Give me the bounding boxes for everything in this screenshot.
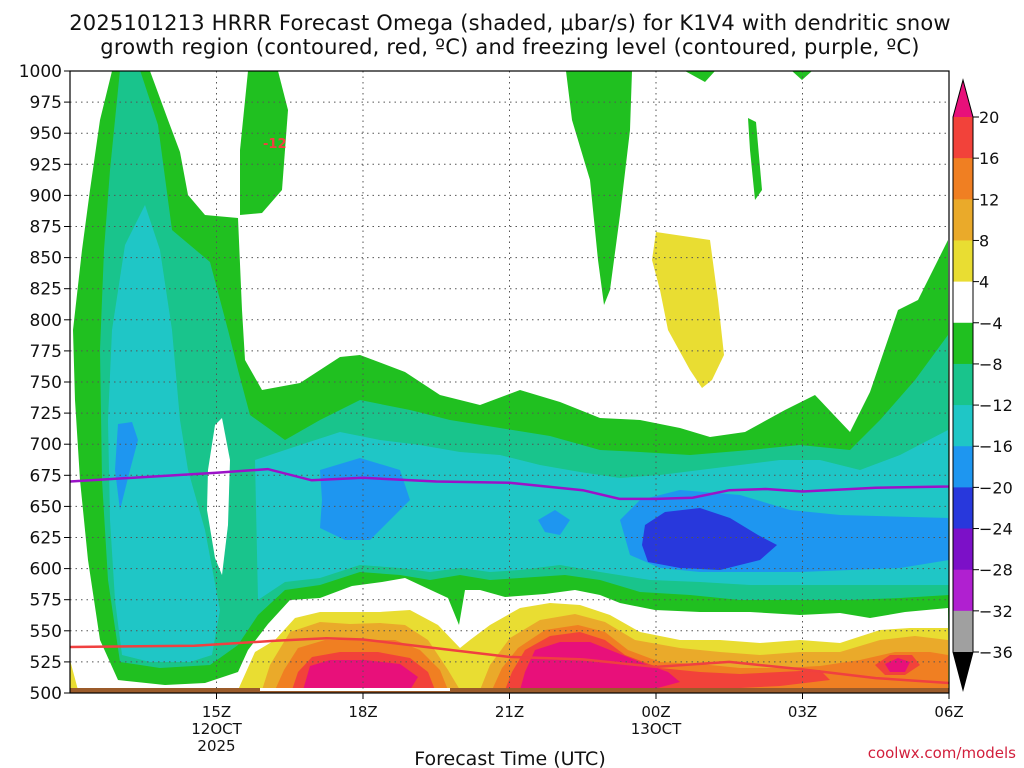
colorbar-tick-label: −28 (979, 561, 1013, 580)
colorbar-tick-label: −20 (979, 478, 1013, 497)
chart-title-line1: 2025101213 HRRR Forecast Omega (shaded, … (69, 11, 951, 35)
colorbar-tick-label: −12 (979, 396, 1013, 415)
grid-lines (70, 71, 949, 693)
colorbar-bin (953, 117, 973, 159)
colorbar-tick-label: −4 (979, 314, 1003, 333)
omega-region-gap (207, 418, 230, 575)
colorbar: 20 16 12 8 4 −4 −8 −12 −16 −20 −24 −28 −32 −36 (952, 78, 1013, 692)
colorbar-bin (953, 80, 973, 118)
y-tick-label: 1000 (19, 62, 62, 82)
colorbar-tick-label: 12 (979, 190, 999, 209)
y-tick-label: 725 (30, 404, 62, 424)
colorbar-bin (953, 158, 973, 200)
colorbar-bin (953, 652, 973, 690)
y-tick-label: 500 (30, 684, 62, 704)
colorbar-tick-label: −32 (979, 602, 1013, 621)
colorbar-bin (953, 240, 973, 283)
omega-region-upper-spike (566, 71, 632, 305)
contour-label-minus12: -12 (263, 137, 287, 152)
x-tick-label: 21Z (495, 703, 524, 721)
colorbar-bin (953, 281, 973, 324)
y-axis-pressure: 500 525 550 575 600 625 650 675 700 725 750 775 800 8… (19, 62, 70, 704)
x-tick-label: 15Z (202, 703, 231, 721)
omega-region-weak-descent-upper (652, 232, 724, 388)
x-tick-label: 18Z (348, 703, 377, 721)
x-tick-label: 00Z (641, 703, 670, 721)
colorbar-bin (953, 322, 973, 365)
colorbar-tick-label: 16 (979, 149, 999, 168)
y-tick-label: 625 (30, 529, 62, 549)
omega-region-thin-streak (748, 118, 762, 200)
colorbar-bin (953, 446, 973, 488)
omega-region-extreme-ascent (642, 508, 777, 570)
colorbar-tick-label: −8 (979, 355, 1003, 374)
y-tick-label: 700 (30, 435, 62, 455)
colorbar-bin (953, 363, 973, 406)
x-tick-label: 06Z (934, 703, 963, 721)
omega-region-upper-blob (240, 71, 288, 215)
shaded-omega-field (70, 71, 949, 693)
x-tick-date: 13OCT (631, 720, 682, 738)
x-axis-label: Forecast Time (UTC) (414, 748, 605, 768)
colorbar-bin (953, 528, 973, 571)
colorbar-tick-label: −16 (979, 437, 1013, 456)
y-tick-label: 550 (30, 622, 62, 642)
y-tick-label: 750 (30, 373, 62, 393)
chart-title-line2: growth region (contoured, red, ºC) and f… (100, 35, 919, 59)
y-tick-label: 950 (30, 124, 62, 144)
y-tick-label: 925 (30, 155, 62, 175)
y-tick-label: 575 (30, 591, 62, 611)
y-tick-label: 850 (30, 249, 62, 269)
y-tick-label: 875 (30, 218, 62, 238)
x-tick-year: 2025 (197, 737, 235, 755)
x-tick-label: 03Z (788, 703, 817, 721)
colorbar-tick-label: 4 (979, 273, 989, 292)
y-tick-label: 600 (30, 560, 62, 580)
y-tick-label: 800 (30, 311, 62, 331)
colorbar-tick-label: 20 (979, 108, 999, 127)
colorbar-tick-label: −36 (979, 643, 1013, 662)
source-credit: coolwx.com/models (868, 744, 1016, 762)
colorbar-bin (953, 199, 973, 241)
y-tick-label: 525 (30, 653, 62, 673)
colorbar-bin (953, 405, 973, 447)
colorbar-bin (953, 610, 973, 653)
x-tick-date: 12OCT (191, 720, 242, 738)
y-tick-label: 900 (30, 186, 62, 206)
y-tick-label: 675 (30, 466, 62, 486)
colorbar-tick-label: 8 (979, 231, 989, 250)
y-tick-label: 775 (30, 342, 62, 362)
y-tick-label: 975 (30, 93, 62, 113)
freezing-level-contour (70, 467, 949, 501)
dendritic-growth-contour (70, 637, 949, 685)
colorbar-bin (953, 569, 973, 612)
y-tick-label: 825 (30, 280, 62, 300)
colorbar-tick-label: −24 (979, 520, 1013, 539)
colorbar-bin (953, 487, 973, 530)
y-tick-label: 650 (30, 497, 62, 517)
